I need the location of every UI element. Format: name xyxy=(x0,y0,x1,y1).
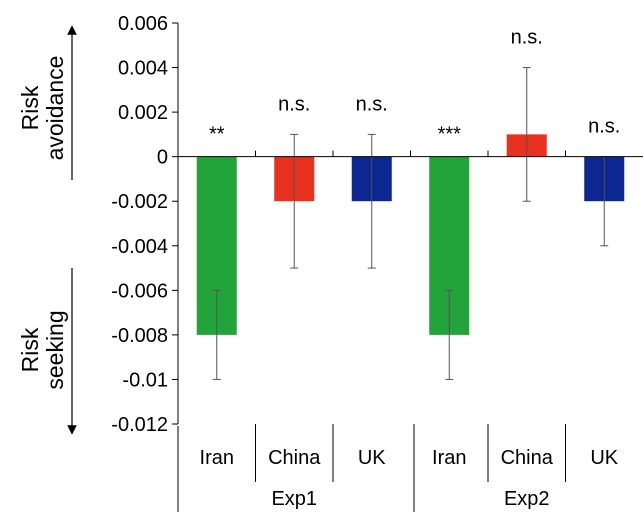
y-tick-label: -0.002 xyxy=(111,191,168,213)
risk-seeking-label-line2: seeking xyxy=(42,310,68,389)
risk-seeking-label-line1: Risk xyxy=(17,327,43,372)
y-tick-label: 0 xyxy=(157,147,168,169)
y-tick-label: 0.004 xyxy=(118,58,168,80)
y-tick-label: -0.006 xyxy=(111,280,168,302)
risk-avoidance-label-line1: Risk xyxy=(17,85,43,130)
category-label: UK xyxy=(590,447,618,469)
significance-label: n.s. xyxy=(588,116,620,138)
category-label: China xyxy=(501,447,554,469)
significance-label: *** xyxy=(438,124,462,146)
category-label: Iran xyxy=(432,447,466,469)
category-label: Iran xyxy=(200,447,234,469)
y-tick-label: -0.01 xyxy=(122,369,168,391)
risk-avoidance-label-line2: avoidance xyxy=(42,56,68,161)
y-tick-label: -0.004 xyxy=(111,236,168,258)
category-label: UK xyxy=(358,447,386,469)
y-tick-label: 0.006 xyxy=(118,13,168,35)
significance-label: n.s. xyxy=(278,93,310,115)
category-label: China xyxy=(268,447,321,469)
group-label: Exp1 xyxy=(271,488,317,510)
significance-label: ** xyxy=(209,124,225,146)
group-label: Exp2 xyxy=(504,488,550,510)
significance-label: n.s. xyxy=(511,27,543,49)
y-tick-label: 0.002 xyxy=(118,102,168,124)
y-tick-label: -0.012 xyxy=(111,414,168,436)
y-tick-label: -0.008 xyxy=(111,325,168,347)
risk-seeking-label: Risk seeking xyxy=(17,310,68,389)
risk-avoidance-label: Risk avoidance xyxy=(17,56,68,161)
significance-label: n.s. xyxy=(356,93,388,115)
